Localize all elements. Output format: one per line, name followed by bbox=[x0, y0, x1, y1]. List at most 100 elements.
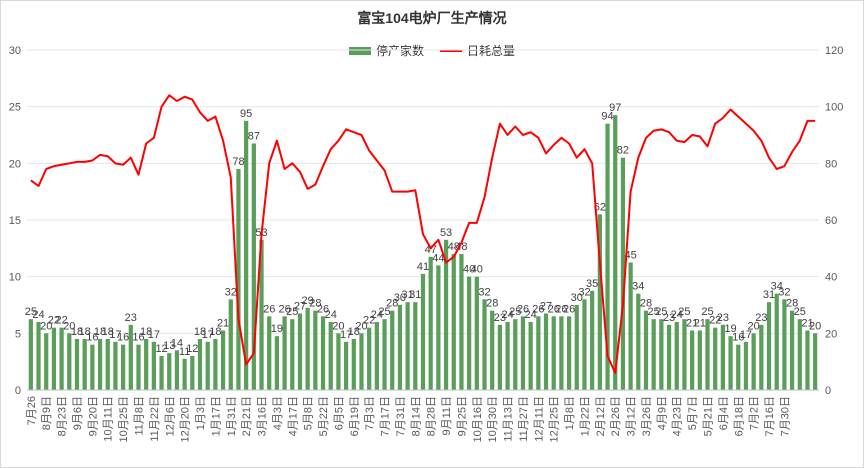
bar bbox=[236, 169, 241, 390]
y-right-tick-label: 40 bbox=[825, 272, 837, 284]
bar-data-label: 18 bbox=[194, 326, 206, 338]
bar bbox=[813, 333, 818, 390]
bar-data-label: 27 bbox=[540, 301, 552, 313]
x-tick-label: 2月12日 bbox=[595, 396, 607, 436]
x-tick-label: 4月9日 bbox=[656, 396, 668, 430]
bar bbox=[451, 254, 456, 390]
bar bbox=[297, 313, 303, 390]
bar bbox=[597, 214, 602, 390]
bar-data-label: 97 bbox=[609, 102, 621, 114]
bar bbox=[620, 157, 626, 390]
bar-data-label: 21 bbox=[217, 318, 229, 330]
bar-data-label: 78 bbox=[232, 156, 244, 168]
bar bbox=[643, 310, 649, 390]
bar bbox=[505, 322, 510, 390]
y-right-tick-label: 0 bbox=[825, 385, 831, 397]
x-tick-label: 10月25日 bbox=[118, 396, 130, 442]
bar-data-label: 17 bbox=[148, 329, 160, 341]
bar-data-label: 14 bbox=[171, 337, 183, 349]
x-tick-label: 12月20日 bbox=[180, 396, 192, 442]
bar bbox=[628, 262, 633, 390]
x-tick-label: 9月11日 bbox=[441, 396, 453, 436]
bar bbox=[528, 322, 533, 390]
y-right-tick-label: 120 bbox=[825, 45, 843, 57]
bar-data-label: 40 bbox=[471, 264, 483, 276]
bar-data-label: 31 bbox=[409, 289, 421, 301]
bar bbox=[244, 120, 249, 390]
bar bbox=[336, 333, 341, 390]
x-tick-label: 7月16日 bbox=[764, 396, 776, 436]
bar bbox=[82, 339, 87, 390]
bar bbox=[513, 319, 518, 390]
x-tick-label: 9月20日 bbox=[87, 396, 99, 436]
bar-data-label: 41 bbox=[417, 261, 429, 273]
bar bbox=[751, 333, 756, 390]
bar-data-label: 32 bbox=[478, 286, 490, 298]
bar-data-label: 26 bbox=[278, 303, 290, 315]
bar bbox=[736, 344, 741, 390]
y-right-tick-label: 60 bbox=[825, 215, 837, 227]
bar-data-label: 17 bbox=[109, 329, 121, 341]
bar-data-label: 16 bbox=[86, 332, 98, 344]
bar bbox=[251, 143, 256, 390]
bar bbox=[759, 324, 764, 390]
bar-data-label: 82 bbox=[617, 145, 629, 157]
x-tick-label: 3月16日 bbox=[257, 396, 269, 436]
bar bbox=[343, 341, 349, 390]
x-tick-label: 9月25日 bbox=[456, 396, 468, 436]
bar-data-label: 19 bbox=[724, 323, 736, 335]
x-tick-label: 7月3日 bbox=[364, 396, 376, 430]
x-tick-label: 11月27日 bbox=[518, 396, 530, 442]
bar bbox=[774, 293, 779, 390]
bar bbox=[405, 302, 410, 390]
bar bbox=[797, 319, 802, 390]
bar-data-label: 26 bbox=[532, 303, 544, 315]
bar-data-label: 94 bbox=[601, 111, 613, 123]
bar bbox=[36, 322, 41, 390]
bar-data-label: 40 bbox=[463, 264, 475, 276]
bar-data-label: 28 bbox=[640, 298, 652, 310]
x-tick-label: 5月21日 bbox=[703, 396, 715, 436]
bar-data-label: 21 bbox=[801, 318, 813, 330]
bar-data-label: 32 bbox=[778, 286, 790, 298]
x-tick-label: 3月12日 bbox=[626, 396, 638, 436]
bar-data-label: 28 bbox=[786, 298, 798, 310]
bar bbox=[159, 356, 164, 390]
bar-data-label: 23 bbox=[663, 312, 675, 324]
bar bbox=[666, 324, 672, 390]
x-tick-label: 11月8日 bbox=[134, 396, 146, 436]
bar-data-label: 12 bbox=[186, 343, 198, 355]
bar bbox=[259, 239, 264, 390]
x-tick-label: 4月3日 bbox=[272, 396, 284, 430]
bar-data-label: 13 bbox=[163, 340, 175, 352]
bar bbox=[390, 310, 395, 390]
bar-data-label: 26 bbox=[517, 303, 529, 315]
bar-data-label: 24 bbox=[525, 309, 537, 321]
bar-data-label: 32 bbox=[225, 286, 237, 298]
x-tick-label: 7月30日 bbox=[779, 396, 791, 436]
bar bbox=[128, 324, 133, 390]
x-tick-label: 1月22日 bbox=[580, 396, 592, 436]
bar-data-label: 20 bbox=[355, 320, 367, 332]
bar bbox=[190, 356, 195, 390]
x-tick-label: 10月16日 bbox=[472, 396, 484, 442]
x-tick-label: 10月30日 bbox=[487, 396, 499, 442]
y-left-tick-label: 5 bbox=[15, 328, 21, 340]
bar bbox=[51, 327, 57, 390]
bar-data-label: 22 bbox=[55, 315, 67, 327]
bar-data-label: 20 bbox=[332, 320, 344, 332]
bar bbox=[59, 327, 64, 390]
bar-data-label: 24 bbox=[325, 309, 337, 321]
bar bbox=[197, 339, 203, 390]
bar-data-label: 21 bbox=[686, 318, 698, 330]
bar-data-label: 22 bbox=[48, 315, 60, 327]
bar-data-label: 35 bbox=[586, 278, 598, 290]
bar bbox=[382, 319, 387, 390]
bar-data-label: 25 bbox=[655, 306, 667, 318]
bar bbox=[105, 339, 110, 390]
bar bbox=[67, 333, 72, 390]
y-right-tick-label: 80 bbox=[825, 158, 837, 170]
bar-data-label: 32 bbox=[578, 286, 590, 298]
bar bbox=[328, 322, 333, 390]
